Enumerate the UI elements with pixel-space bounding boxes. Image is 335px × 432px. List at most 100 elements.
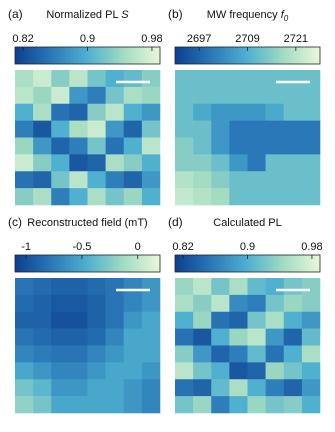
heatmap-cell <box>175 278 194 296</box>
heatmap-cell <box>211 103 230 121</box>
heatmap-cell <box>105 345 125 363</box>
colorbar-tick-label: 0.9 <box>80 33 95 45</box>
heatmap-cell <box>247 311 266 329</box>
heatmap-cell <box>283 171 303 189</box>
heatmap-cell <box>87 328 106 346</box>
heatmap-cell <box>123 103 143 121</box>
heatmap-cell <box>247 137 266 155</box>
heatmap-cell <box>15 188 34 206</box>
heatmap-cell <box>87 345 106 363</box>
colorbar-tick-label: -1 <box>21 241 31 253</box>
heatmap-cell <box>51 137 70 155</box>
heatmap-cell <box>51 86 70 105</box>
title-text: Normalized PL <box>46 9 118 21</box>
heatmap-cell <box>141 120 161 138</box>
heatmap-cell <box>87 171 106 189</box>
heatmap-cell <box>51 345 70 363</box>
heatmap-cell <box>301 396 321 414</box>
heatmap-cell <box>265 86 285 105</box>
heatmap-cell <box>33 137 52 155</box>
heatmap-cell <box>175 120 194 138</box>
heatmap-cell <box>123 120 143 138</box>
heatmap-cell <box>229 278 248 296</box>
heatmap-cell <box>265 171 285 189</box>
heatmap-cell <box>247 345 266 363</box>
heatmap-cell <box>69 103 88 121</box>
heatmap-cell <box>33 70 52 88</box>
heatmap-cell <box>301 120 321 138</box>
heatmap-cell <box>15 328 34 346</box>
colorbar-tick-label: 2721 <box>284 33 308 45</box>
heatmap-cell <box>247 294 266 313</box>
heatmap-cell <box>51 311 70 329</box>
heatmap-cell <box>229 154 248 172</box>
heatmap-cell <box>247 188 266 206</box>
heatmap-cell <box>301 294 321 313</box>
heatmap-cell <box>301 86 321 105</box>
colorbar-tick-label: 0.9 <box>240 241 255 253</box>
heatmap-cell <box>33 103 52 121</box>
heatmap-cell <box>283 328 303 346</box>
heatmap-cell <box>105 154 125 172</box>
heatmap-cell <box>229 120 248 138</box>
panel-label: (d) <box>168 215 183 229</box>
heatmap-cell <box>175 294 194 313</box>
heatmap-cell <box>51 103 70 121</box>
heatmap-cell <box>141 70 161 88</box>
heatmap-cell <box>51 328 70 346</box>
heatmap-cell <box>175 311 194 329</box>
heatmap-cell <box>141 379 161 397</box>
title-symbol: S <box>121 9 129 21</box>
heatmap-cell <box>15 396 34 414</box>
heatmap-cell <box>193 328 212 346</box>
panel-title: MW frequency f0 <box>207 9 289 23</box>
heatmap-cell <box>51 70 70 88</box>
heatmap-cell <box>33 379 52 397</box>
heatmap-cell <box>15 137 34 155</box>
heatmap-cell <box>265 345 285 363</box>
heatmap-cell <box>105 70 125 88</box>
heatmap-cell <box>247 70 266 88</box>
heatmap-cell <box>69 137 88 155</box>
heatmap-cell <box>301 137 321 155</box>
heatmap-cell <box>105 171 125 189</box>
heatmap-cell <box>193 154 212 172</box>
heatmap-cell <box>211 328 230 346</box>
heatmap-cell <box>51 379 70 397</box>
heatmap-cell <box>301 188 321 206</box>
heatmap-cell <box>105 137 125 155</box>
heatmap-cell <box>175 70 194 88</box>
heatmap-cell <box>141 396 161 414</box>
heatmap-cell <box>69 379 88 397</box>
heatmap-cell <box>175 103 194 121</box>
heatmap-cell <box>141 362 161 380</box>
heatmap-cell <box>229 396 248 414</box>
heatmap-cell <box>123 328 143 346</box>
heatmap-cell <box>15 379 34 397</box>
panel-label: (c) <box>8 215 22 229</box>
heatmap-cell <box>211 345 230 363</box>
heatmap-cell <box>265 188 285 206</box>
heatmap-cell <box>301 311 321 329</box>
heatmap-cell <box>229 137 248 155</box>
heatmap-cell <box>211 188 230 206</box>
colorbar-tick-label: 0.98 <box>141 33 162 45</box>
heatmap-cell <box>105 103 125 121</box>
heatmap-cell <box>105 396 125 414</box>
heatmap-cell <box>283 103 303 121</box>
heatmap-cell <box>87 86 106 105</box>
heatmap-cell <box>141 137 161 155</box>
heatmap-cell <box>247 120 266 138</box>
heatmap-cell <box>211 278 230 296</box>
heatmap-cell <box>141 294 161 313</box>
heatmap-cell <box>141 328 161 346</box>
heatmap-cell <box>193 137 212 155</box>
heatmap-cell <box>211 70 230 88</box>
heatmap-cell <box>193 294 212 313</box>
heatmap-cell <box>301 171 321 189</box>
heatmap-cell <box>229 379 248 397</box>
heatmap-cell <box>301 103 321 121</box>
colorbar-tick-label: 0.82 <box>172 241 193 253</box>
heatmap-cell <box>123 86 143 105</box>
